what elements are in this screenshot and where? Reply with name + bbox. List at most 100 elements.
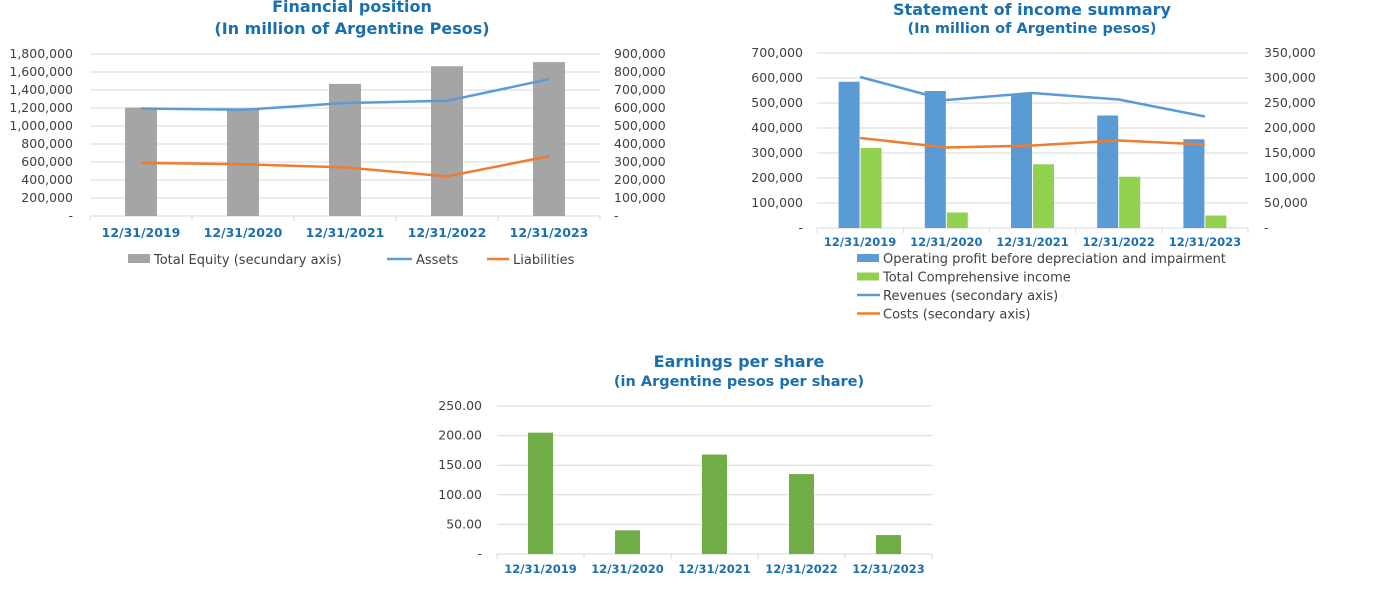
y-tick-label: 800,000	[21, 136, 73, 151]
y-tick-label: -	[477, 546, 482, 561]
y-tick-label: 300,000	[751, 145, 803, 160]
bar	[1183, 139, 1205, 228]
legend-swatch	[857, 254, 879, 262]
y-tick-label: 50.00	[446, 516, 482, 531]
y2-tick-label: 150,000	[1264, 145, 1316, 160]
y2-tick-label: 400,000	[614, 136, 666, 151]
y-tick-label: 400,000	[751, 120, 803, 135]
y2-tick-label: 300,000	[1264, 70, 1316, 85]
y2-tick-label: -	[1264, 220, 1269, 235]
legend-label: Operating profit before depreciation and…	[883, 252, 1226, 267]
y2-tick-label: 200,000	[1264, 120, 1316, 135]
bar	[1033, 164, 1054, 228]
y-tick-label: 400,000	[21, 172, 73, 187]
series-line	[859, 75, 1206, 118]
bar	[431, 66, 463, 217]
legend-label: Costs (secondary axis)	[883, 308, 1031, 323]
chart-title: Statement of income summary	[893, 0, 1172, 19]
series-line	[140, 77, 550, 112]
y-tick-label: 200.00	[438, 428, 482, 443]
bar	[838, 81, 860, 228]
y-tick-label: 100.00	[438, 487, 482, 502]
y-tick-label: 600,000	[751, 70, 803, 85]
series-line	[140, 154, 550, 178]
y2-tick-label: 900,000	[614, 46, 666, 61]
y2-tick-label: 300,000	[614, 154, 666, 169]
bar	[615, 530, 640, 554]
x-tick-label: 12/31/2023	[510, 225, 589, 240]
x-tick-label: 12/31/2023	[1169, 235, 1241, 249]
bar	[125, 107, 157, 216]
x-tick-label: 12/31/2022	[408, 225, 487, 240]
y2-tick-label: 50,000	[1264, 195, 1308, 210]
x-tick-label: 12/31/2022	[1082, 235, 1154, 249]
x-tick-label: 12/31/2020	[591, 562, 663, 576]
y-tick-label: 150.00	[438, 457, 482, 472]
chart-title: Financial position	[272, 0, 432, 16]
y2-tick-label: 800,000	[614, 64, 666, 79]
income-summary-chart: Statement of income summary (In million …	[751, 0, 1315, 323]
y-tick-label: 100,000	[751, 195, 803, 210]
y-tick-label: 1,600,000	[9, 64, 73, 79]
y2-tick-label: 100,000	[1264, 170, 1316, 185]
y2-tick-label: 200,000	[614, 172, 666, 187]
legend-label: Revenues (secondary axis)	[883, 289, 1058, 304]
x-tick-label: 12/31/2019	[102, 225, 181, 240]
chart-subtitle: (in Argentine pesos per share)	[614, 374, 864, 390]
bar	[876, 535, 901, 554]
y2-tick-label: 600,000	[614, 100, 666, 115]
y2-tick-label: 700,000	[614, 82, 666, 97]
x-tick-label: 12/31/2023	[852, 562, 924, 576]
legend-label: Liabilities	[513, 253, 575, 268]
y-tick-label: 500,000	[751, 95, 803, 110]
y2-tick-label: 350,000	[1264, 45, 1316, 60]
bar	[702, 454, 727, 554]
bar	[1097, 115, 1119, 228]
y-tick-label: -	[68, 208, 73, 223]
series-line	[859, 136, 1205, 149]
bar	[1011, 93, 1032, 228]
bar	[227, 108, 259, 216]
x-tick-label: 12/31/2020	[910, 235, 982, 249]
x-tick-label: 12/31/2019	[504, 562, 576, 576]
y-tick-label: 250.00	[438, 398, 482, 413]
bar	[789, 474, 814, 554]
legend-swatch	[128, 254, 150, 263]
y-tick-label: 1,400,000	[9, 82, 73, 97]
legend-label: Assets	[416, 253, 459, 268]
bar	[860, 148, 882, 228]
bar	[924, 91, 946, 228]
chart-subtitle: (In million of Argentine Pesos)	[214, 19, 489, 38]
bar	[946, 212, 968, 228]
y2-tick-label: 250,000	[1264, 95, 1316, 110]
legend-label: Total Equity (secundary axis)	[153, 253, 342, 268]
y-tick-label: 600,000	[21, 154, 73, 169]
x-tick-label: 12/31/2020	[204, 225, 283, 240]
earnings-per-share-chart: Earnings per share (in Argentine pesos p…	[438, 352, 933, 576]
y-tick-label: 700,000	[751, 45, 803, 60]
chart-subtitle: (In million of Argentine pesos)	[907, 21, 1156, 37]
y-tick-label: 1,800,000	[9, 46, 73, 61]
bar	[528, 432, 553, 554]
x-tick-label: 12/31/2021	[678, 562, 750, 576]
y-tick-label: 1,000,000	[9, 118, 73, 133]
x-tick-label: 12/31/2021	[996, 235, 1068, 249]
y2-tick-label: 100,000	[614, 190, 666, 205]
financial-position-chart: Financial position (In million of Argent…	[9, 0, 665, 268]
legend-label: Total Comprehensive income	[882, 271, 1071, 286]
x-tick-label: 12/31/2019	[824, 235, 896, 249]
y-tick-label: 200,000	[751, 170, 803, 185]
bar	[329, 83, 361, 216]
chart-title: Earnings per share	[654, 352, 825, 371]
legend-swatch	[857, 272, 879, 281]
bar	[1205, 215, 1227, 228]
y-tick-label: 200,000	[21, 190, 73, 205]
bar	[1119, 176, 1141, 228]
x-tick-label: 12/31/2022	[765, 562, 837, 576]
x-tick-label: 12/31/2021	[306, 225, 385, 240]
y2-tick-label: -	[614, 208, 619, 223]
bar	[533, 62, 565, 216]
y2-tick-label: 500,000	[614, 118, 666, 133]
y-tick-label: 1,200,000	[9, 100, 73, 115]
